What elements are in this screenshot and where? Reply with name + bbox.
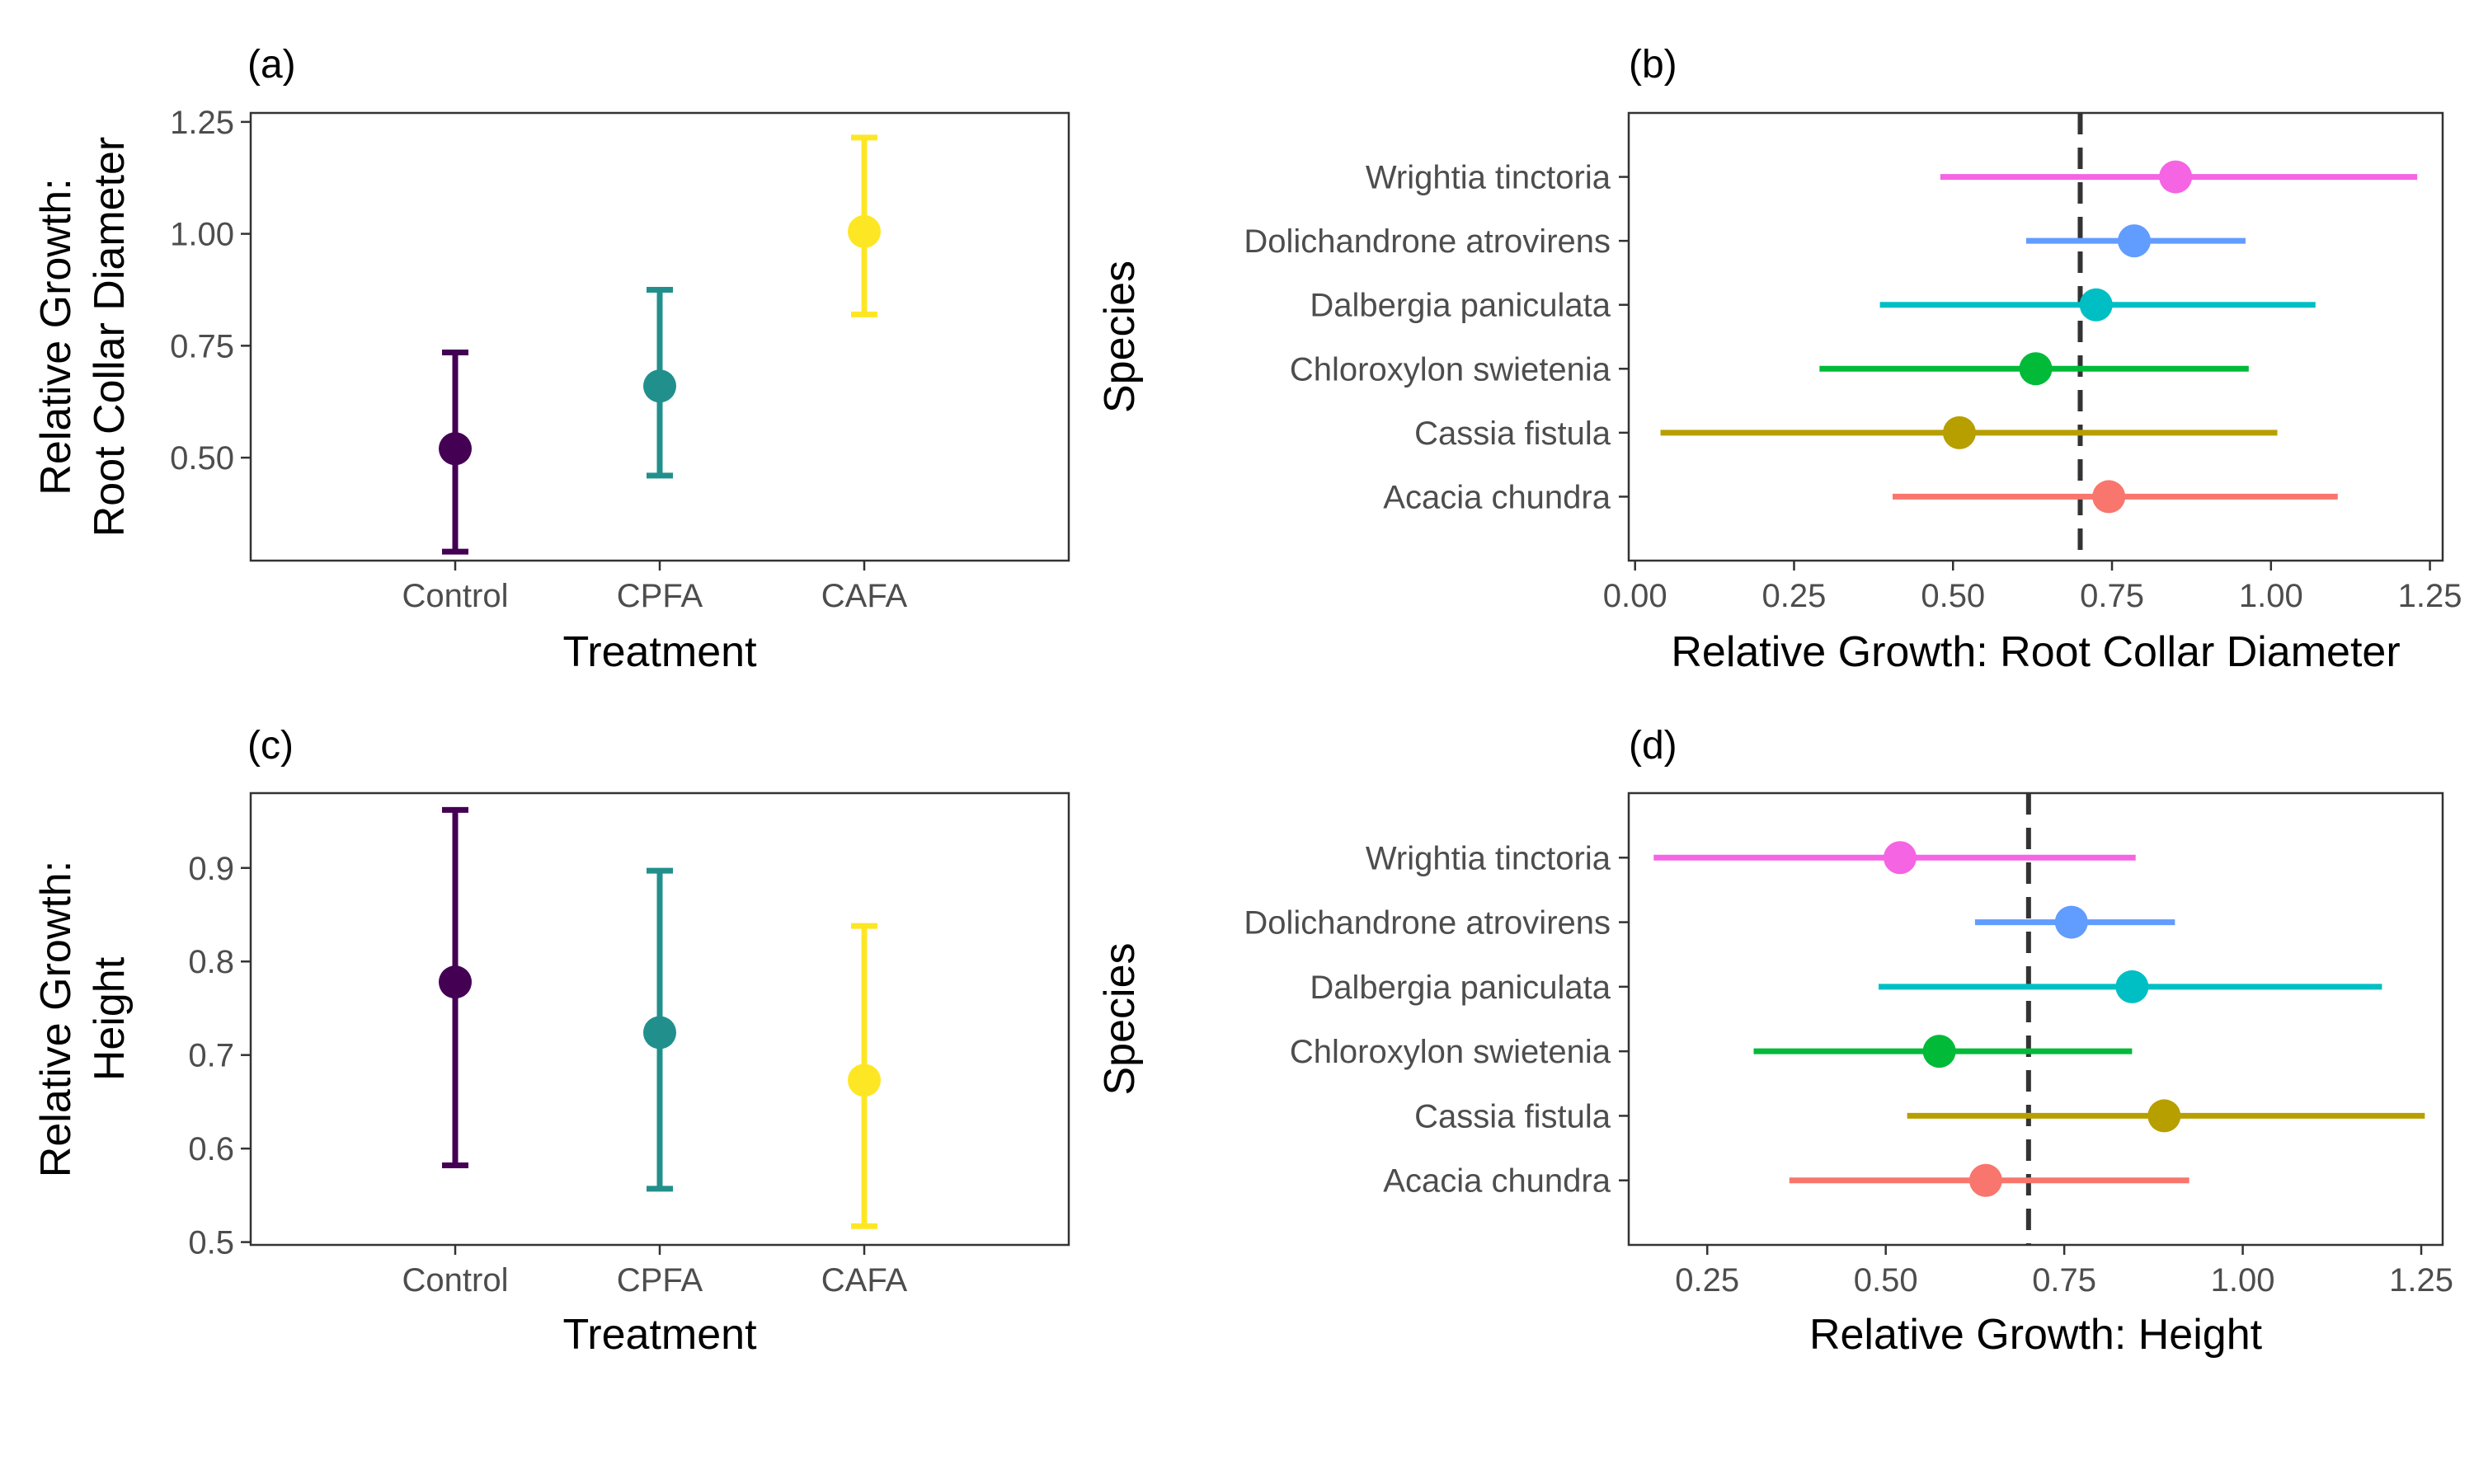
data-point <box>1884 841 1917 875</box>
x-tick-label: CPFA <box>617 578 703 614</box>
plot-frame <box>1627 111 2444 562</box>
panel-a: (a) 0.50 0.75 1.00 1.25 Control CPFA CAFA Treatm… <box>32 43 1070 676</box>
data-point <box>2118 224 2152 258</box>
y-tick-label: Chloroxylon swietenia <box>1290 1034 1611 1070</box>
y-tick-label: 0.75 <box>170 328 234 364</box>
y-tick-label: Dalbergia paniculata <box>1310 970 1611 1006</box>
plot-frame <box>249 111 1070 562</box>
y-axis-title: Height <box>86 956 134 1081</box>
x-tick-label: 1.00 <box>2239 578 2303 614</box>
x-tick-label: 0.50 <box>1921 578 1985 614</box>
y-tick-label: 1.25 <box>170 105 234 141</box>
panel-tag: (c) <box>247 724 294 768</box>
data-point <box>2054 905 2088 939</box>
x-tick-label: 0.00 <box>1603 578 1667 614</box>
y-tick-label: Acacia chundra <box>1383 479 1611 515</box>
y-axis-title: Relative Growth: <box>32 861 80 1177</box>
y-tick-label: 1.00 <box>170 217 234 253</box>
y-tick-label: 0.6 <box>188 1131 234 1167</box>
panel-tag: (d) <box>1629 724 1677 768</box>
x-tick-label: Control <box>402 1262 509 1298</box>
x-tick-label: CAFA <box>821 1262 908 1298</box>
data-point <box>2092 480 2126 514</box>
x-tick-label: CPFA <box>617 1262 703 1298</box>
data-point <box>1942 416 1976 449</box>
y-tick-label: Chloroxylon swietenia <box>1290 351 1611 387</box>
y-axis-title: Root Collar Diameter <box>86 137 134 538</box>
panel-tag: (a) <box>247 43 296 87</box>
data-point <box>2019 352 2053 386</box>
x-axis-title: Relative Growth: Height <box>1809 1311 2263 1359</box>
x-tick-label: 1.25 <box>2389 1262 2453 1298</box>
data-point <box>1968 1163 2002 1197</box>
plot-frame <box>249 791 1070 1247</box>
y-tick-label: Dolichandrone atrovirens <box>1244 905 1611 942</box>
y-axis-title: Species <box>1096 943 1144 1096</box>
x-tick-label: 0.25 <box>1675 1262 1739 1298</box>
x-tick-label: 0.75 <box>2032 1262 2096 1298</box>
y-tick-label: 0.50 <box>170 440 234 477</box>
x-tick-label: 0.25 <box>1762 578 1827 614</box>
plot-frame <box>1627 791 2444 1247</box>
x-axis-title: Treatment <box>562 1311 757 1359</box>
x-tick-label: 1.00 <box>2211 1262 2275 1298</box>
data-point <box>848 1064 881 1097</box>
x-tick-label: Control <box>402 578 509 614</box>
data-point <box>2159 160 2193 194</box>
x-tick-label: 1.25 <box>2398 578 2462 614</box>
panel-b: (b) 0.00 0.25 0.50 0.75 1.00 1.25 Acacia chundr… <box>1096 43 2462 676</box>
data-point <box>848 214 881 248</box>
x-tick-label: CAFA <box>821 578 908 614</box>
data-point <box>439 965 472 999</box>
panel-tag: (b) <box>1629 43 1677 87</box>
y-tick-label: Wrightia tinctoria <box>1366 840 1611 876</box>
y-tick-label: Cassia fistula <box>1414 1098 1611 1134</box>
data-point <box>2079 288 2113 322</box>
x-axis-title: Relative Growth: Root Collar Diameter <box>1671 628 2400 676</box>
y-tick-label: 0.9 <box>188 851 234 887</box>
y-tick-label: Cassia fistula <box>1414 416 1611 452</box>
data-point <box>2147 1099 2181 1133</box>
panel-c: (c) 0.5 0.6 0.7 0.8 0.9 Control CPFA CAFA Treatme… <box>32 724 1070 1359</box>
y-tick-label: 0.7 <box>188 1038 234 1074</box>
y-tick-label: 0.5 <box>188 1225 234 1261</box>
y-tick-label: Dalbergia paniculata <box>1310 288 1611 324</box>
y-tick-label: 0.8 <box>188 944 234 980</box>
y-tick-label: Acacia chundra <box>1383 1163 1611 1200</box>
y-axis-title: Relative Growth: <box>32 178 80 495</box>
y-axis-title: Species <box>1096 261 1144 413</box>
data-point <box>439 432 472 466</box>
data-point <box>643 369 676 403</box>
data-point <box>1922 1035 1956 1068</box>
x-tick-label: 0.50 <box>1854 1262 1918 1298</box>
x-tick-label: 0.75 <box>2080 578 2144 614</box>
y-tick-label: Dolichandrone atrovirens <box>1244 223 1611 260</box>
y-tick-label: Wrightia tinctoria <box>1366 160 1611 196</box>
data-point <box>2115 970 2149 1003</box>
data-point <box>643 1016 676 1050</box>
x-axis-title: Treatment <box>562 628 757 676</box>
panel-d: (d) 0.25 0.50 0.75 1.00 1.25 Acacia chundra Cas… <box>1096 724 2453 1359</box>
